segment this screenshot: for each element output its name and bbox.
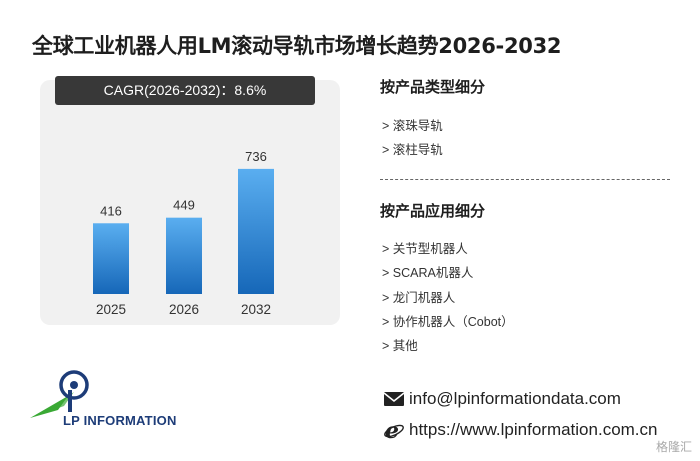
email-text[interactable]: info@lpinformationdata.com (409, 389, 621, 408)
type-item-roller-guide: > 滚柱导轨 (382, 143, 443, 157)
internet-explorer-icon: e (384, 419, 404, 441)
page-title: 全球工业机器人用LM滚动导轨市场增长趋势2026-2032 (32, 34, 562, 58)
app-item-gantry: > 龙门机器人 (382, 291, 456, 305)
data-label-2032: 736 (245, 149, 267, 164)
section-divider (380, 179, 670, 180)
bar-2032 (238, 168, 274, 294)
logo-text: LP INFORMATION (63, 413, 177, 428)
type-segment-title: 按产品类型细分 (380, 78, 486, 96)
app-item-other: > 其他 (382, 339, 418, 353)
app-item-cobot: > 协作机器人（Cobot） (382, 315, 514, 329)
contact-website[interactable]: e https://www.lpinformation.com.cn (383, 419, 657, 441)
x-tick-2026: 2026 (169, 302, 199, 317)
contact-email[interactable]: info@lpinformationdata.com (383, 388, 621, 410)
x-tick-2025: 2025 (96, 302, 126, 317)
app-item-articulated: > 关节型机器人 (382, 242, 468, 256)
bar-chart: 416 2025 449 2026 736 2032 (93, 149, 274, 317)
type-item-ball-guide: > 滚珠导轨 (382, 119, 443, 133)
cagr-badge: CAGR(2026-2032)：8.6% (55, 76, 315, 105)
bar-2025 (93, 223, 129, 294)
envelope-icon (383, 392, 405, 406)
application-segment-title: 按产品应用细分 (380, 202, 486, 220)
data-label-2025: 416 (100, 203, 122, 218)
data-label-2026: 449 (173, 198, 195, 213)
website-text[interactable]: https://www.lpinformation.com.cn (409, 420, 658, 439)
bar-2026 (166, 217, 202, 294)
svg-text:e: e (385, 419, 399, 441)
lp-information-logo (30, 370, 89, 418)
watermark-brand: 格隆汇 (655, 440, 692, 454)
app-item-scara: > SCARA机器人 (382, 266, 474, 280)
x-tick-2032: 2032 (241, 302, 271, 317)
